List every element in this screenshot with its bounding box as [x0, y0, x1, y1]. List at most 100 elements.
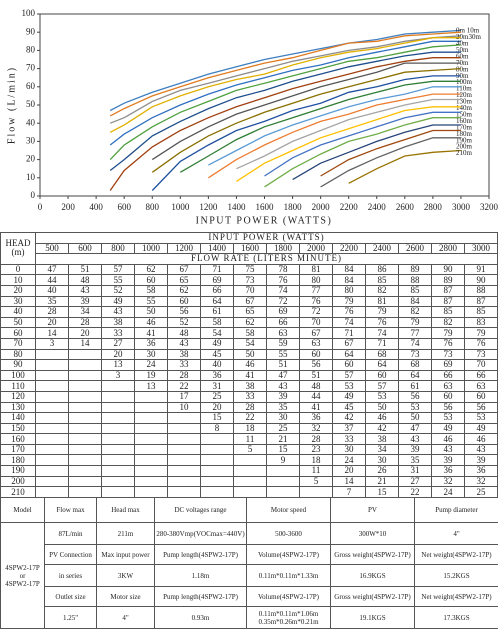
- cell: [168, 444, 201, 455]
- cell: 0.93m: [155, 607, 247, 629]
- cell: 37: [333, 423, 366, 434]
- cell: Gross weight(4SPW2-17P): [331, 545, 415, 565]
- cell: 30: [135, 349, 168, 360]
- y-tick-label: 30: [26, 135, 36, 145]
- cell: [267, 466, 300, 477]
- cell: PV: [331, 498, 415, 523]
- cell: [36, 423, 69, 434]
- cell: 64: [399, 370, 432, 381]
- x-tick-label: 1800: [284, 202, 303, 212]
- cell: 85: [432, 307, 465, 318]
- cell: 63: [300, 338, 333, 349]
- cell: 76: [333, 307, 366, 318]
- cell: [102, 487, 135, 498]
- cell: [69, 391, 102, 402]
- cell: 32: [465, 476, 498, 487]
- cell: 40: [36, 285, 69, 296]
- cell: 67: [168, 264, 201, 275]
- cell: 60: [1, 328, 36, 339]
- cell: [69, 444, 102, 455]
- cell: 31: [399, 466, 432, 477]
- cell: [102, 434, 135, 445]
- cell: 36: [432, 466, 465, 477]
- cell: 14: [69, 338, 102, 349]
- cell: 49: [333, 391, 366, 402]
- cell: 70: [300, 317, 333, 328]
- cell: [201, 444, 234, 455]
- cell: 82: [432, 317, 465, 328]
- cell: 52: [168, 317, 201, 328]
- cell: 86: [366, 264, 399, 275]
- cell: Gross weight(4SPW2-17P): [331, 587, 415, 607]
- cell: 76: [267, 275, 300, 286]
- x-tick-label: 1600: [256, 202, 275, 212]
- cell: 43: [399, 434, 432, 445]
- cell: 46: [234, 360, 267, 371]
- cell: 60: [300, 349, 333, 360]
- cell: 68: [399, 360, 432, 371]
- cell: 25: [201, 391, 234, 402]
- cell: 20: [1, 285, 36, 296]
- cell: 21: [366, 476, 399, 487]
- cell: 77: [300, 285, 333, 296]
- cell: [36, 413, 69, 424]
- cell: 56: [300, 360, 333, 371]
- cell: 87: [465, 296, 498, 307]
- cell: [36, 349, 69, 360]
- series-line: [180, 81, 461, 172]
- cell: [69, 402, 102, 413]
- cell: in series: [45, 565, 97, 587]
- cell: [36, 360, 69, 371]
- cell: 58: [201, 317, 234, 328]
- cell: 72: [267, 296, 300, 307]
- legend-label: 210m: [456, 149, 473, 157]
- cell: [36, 381, 69, 392]
- cell: 30: [267, 413, 300, 424]
- cell: 89: [432, 275, 465, 286]
- cell: [102, 444, 135, 455]
- cell: 51: [267, 360, 300, 371]
- x-tick-label: 3200: [480, 202, 498, 212]
- cell: 64: [366, 360, 399, 371]
- cell: 63: [267, 328, 300, 339]
- cell: 24: [135, 360, 168, 371]
- cell: 211m: [97, 523, 155, 545]
- cell: 74: [399, 338, 432, 349]
- cell: [135, 391, 168, 402]
- cell: 280-380Vmp(VOCmax=440V): [155, 523, 247, 545]
- cell: Model: [1, 498, 45, 523]
- cell: 20: [36, 317, 69, 328]
- cell: 79: [333, 296, 366, 307]
- cell: [36, 402, 69, 413]
- y-tick-label: 0: [31, 190, 36, 200]
- cell: 1600: [234, 243, 267, 254]
- cell: 17.3KGS: [415, 607, 498, 629]
- cell: 67: [234, 296, 267, 307]
- cell: FLOW RATE (LITERS MINUTE): [36, 254, 498, 265]
- spec-table: Model Flow max Head max DC voltages rang…: [0, 497, 498, 629]
- cell: [135, 487, 168, 498]
- cell: 47: [36, 264, 69, 275]
- cell: 46: [465, 434, 498, 445]
- cell: 1400: [201, 243, 234, 254]
- cell: 59: [267, 338, 300, 349]
- cell: DC voltages range: [155, 498, 247, 523]
- cell: 25: [267, 423, 300, 434]
- x-tick-label: 1400: [227, 202, 246, 212]
- cell: 55: [267, 349, 300, 360]
- cell: [36, 434, 69, 445]
- chart: Flow (L/min) INPUT POWER (WATTS) 0102030…: [0, 0, 498, 230]
- cell: 79: [465, 328, 498, 339]
- cell: 46: [366, 413, 399, 424]
- cell: 20: [69, 328, 102, 339]
- cell: 2800: [432, 243, 465, 254]
- cell: 500-3600: [247, 523, 331, 545]
- cell: 8: [201, 423, 234, 434]
